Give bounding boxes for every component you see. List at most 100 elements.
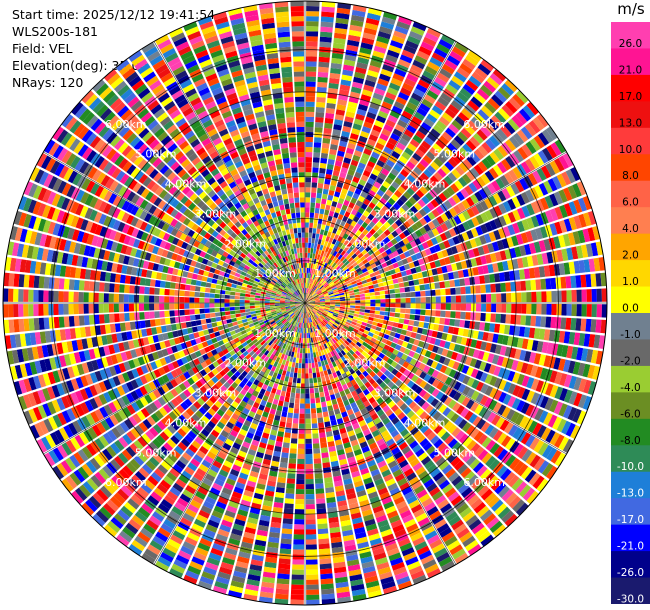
velocity-gate — [174, 445, 185, 456]
velocity-gate — [303, 313, 305, 319]
velocity-gate — [358, 338, 364, 345]
velocity-gate — [406, 423, 416, 432]
velocity-gate — [474, 526, 488, 539]
velocity-gate — [310, 202, 316, 208]
velocity-gate — [547, 178, 558, 192]
velocity-gate — [345, 425, 354, 433]
velocity-gate — [196, 397, 205, 406]
velocity-gate — [313, 152, 321, 158]
velocity-gate — [248, 512, 260, 520]
velocity-gate — [324, 295, 330, 298]
velocity-gate — [272, 349, 278, 356]
velocity-gate — [322, 354, 327, 361]
velocity-gate — [497, 261, 504, 272]
velocity-gate — [400, 169, 410, 178]
velocity-gate — [286, 339, 291, 346]
velocity-gate — [325, 304, 331, 306]
velocity-gate — [403, 191, 412, 200]
velocity-gate — [441, 63, 455, 75]
velocity-gate — [438, 479, 450, 490]
velocity-gate — [499, 345, 507, 356]
velocity-gate — [488, 458, 500, 471]
velocity-gate — [318, 366, 323, 372]
velocity-gate — [491, 303, 497, 313]
velocity-gate — [436, 347, 444, 355]
velocity-gate — [309, 322, 312, 328]
velocity-gate — [175, 459, 187, 470]
velocity-gate — [98, 393, 108, 406]
velocity-gate — [587, 227, 596, 242]
velocity-gate — [277, 477, 286, 484]
velocity-gate — [266, 444, 275, 451]
velocity-gate — [508, 495, 522, 509]
velocity-gate — [397, 173, 406, 182]
velocity-gate — [190, 458, 201, 468]
velocity-gate — [374, 87, 386, 96]
velocity-gate — [293, 341, 297, 348]
velocity-gate — [135, 377, 144, 387]
velocity-gate — [345, 345, 352, 352]
velocity-gate — [354, 376, 361, 383]
velocity-gate — [305, 76, 316, 82]
velocity-gate — [376, 346, 384, 353]
velocity-gate — [460, 295, 467, 303]
velocity-gate — [440, 384, 449, 393]
velocity-gate — [230, 429, 239, 438]
velocity-gate — [294, 519, 305, 525]
velocity-gate — [392, 278, 399, 284]
velocity-gate — [521, 219, 530, 231]
velocity-gate — [314, 298, 320, 301]
velocity-gate — [242, 494, 253, 503]
velocity-gate — [308, 296, 313, 300]
velocity-gate — [417, 244, 425, 252]
velocity-gate — [526, 339, 534, 351]
velocity-gate — [491, 241, 500, 252]
velocity-gate — [485, 439, 496, 452]
velocity-gate — [413, 279, 420, 286]
velocity-gate — [388, 514, 401, 524]
velocity-gate — [381, 205, 389, 213]
velocity-gate — [231, 413, 240, 421]
velocity-gate — [327, 440, 335, 448]
velocity-gate — [277, 568, 290, 575]
velocity-gate — [348, 29, 362, 37]
velocity-gate — [394, 528, 407, 538]
velocity-gate — [314, 346, 318, 353]
velocity-gate — [545, 383, 554, 396]
velocity-gate — [361, 89, 373, 97]
velocity-gate — [207, 371, 215, 379]
velocity-gate — [327, 231, 332, 238]
velocity-gate — [361, 332, 368, 338]
velocity-gate — [331, 287, 338, 291]
velocity-gate — [407, 217, 415, 226]
velocity-gate — [483, 233, 492, 244]
velocity-gate — [436, 552, 450, 563]
velocity-gate — [261, 432, 270, 439]
velocity-gate — [520, 126, 533, 140]
velocity-gate — [544, 397, 554, 411]
velocity-gate — [275, 351, 280, 357]
velocity-gate — [332, 551, 345, 559]
velocity-gate — [485, 284, 491, 293]
velocity-gate — [416, 434, 426, 444]
velocity-gate — [378, 425, 387, 434]
velocity-gate — [369, 228, 376, 236]
velocity-gate — [500, 314, 507, 324]
velocity-gate — [387, 510, 399, 519]
velocity-gate — [334, 258, 340, 264]
velocity-gate — [289, 346, 294, 352]
velocity-gate — [334, 281, 340, 286]
velocity-gate — [451, 154, 462, 165]
velocity-gate — [295, 305, 301, 308]
velocity-gate — [541, 129, 554, 144]
velocity-gate — [261, 348, 267, 354]
velocity-gate — [348, 386, 355, 393]
velocity-gate — [117, 397, 126, 408]
velocity-gate — [329, 260, 335, 267]
velocity-gate — [346, 106, 357, 114]
velocity-gate — [424, 283, 431, 290]
velocity-gate — [349, 278, 356, 283]
velocity-gate — [301, 317, 304, 324]
velocity-gate — [480, 488, 493, 501]
velocity-gate — [540, 316, 547, 328]
